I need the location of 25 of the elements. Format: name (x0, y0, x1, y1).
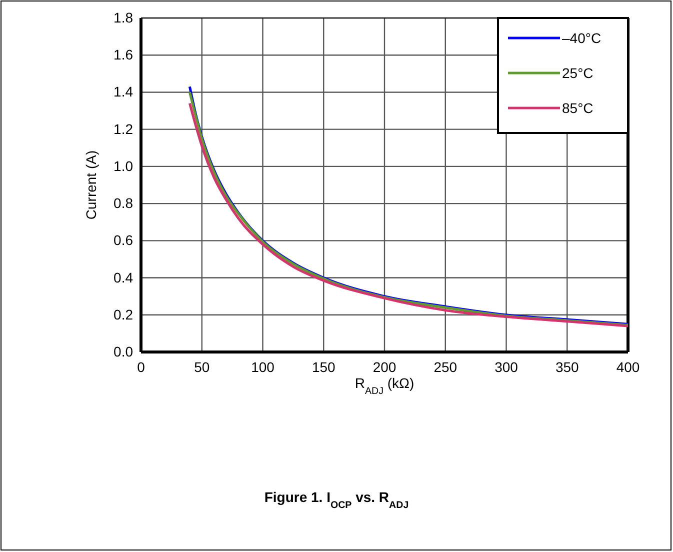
y-axis-title: Current (A) (83, 150, 99, 220)
x-tick-label: 50 (194, 358, 210, 375)
x-tick-label: 350 (555, 358, 580, 375)
y-tick-label: 1.2 (114, 120, 134, 137)
x-tick-label: 200 (372, 358, 396, 375)
text: Figure 1. I$_{OCP}$ vs. R$_{ADJ}$ (264, 489, 409, 510)
x-tick-label: 150 (312, 358, 336, 375)
y-tick-label: 0.6 (114, 232, 134, 248)
legend-label: –40°C (562, 30, 602, 46)
legend-label: 85°C (562, 100, 594, 116)
x-tick-label: 400 (616, 358, 640, 375)
y-tick-label: 1.0 (114, 158, 134, 174)
y-tick-label: 0.2 (114, 306, 134, 322)
y-tick-label: 1.4 (114, 84, 134, 100)
y-tick-label: 1.8 (114, 9, 134, 26)
x-tick-label: 100 (251, 358, 275, 375)
y-tick-label: 0.0 (114, 343, 134, 360)
y-tick-label: 1.6 (114, 46, 134, 63)
y-tick-label: 0.4 (114, 269, 134, 286)
x-tick-label: 300 (494, 358, 518, 375)
x-tick-label: 250 (434, 358, 458, 375)
legend-label: 25°C (562, 65, 594, 81)
y-tick-label: 0.8 (114, 195, 134, 212)
x-tick-label: 0 (137, 358, 146, 375)
x-axis-title: R$_{ADJ}$ (kΩ) (354, 375, 414, 396)
